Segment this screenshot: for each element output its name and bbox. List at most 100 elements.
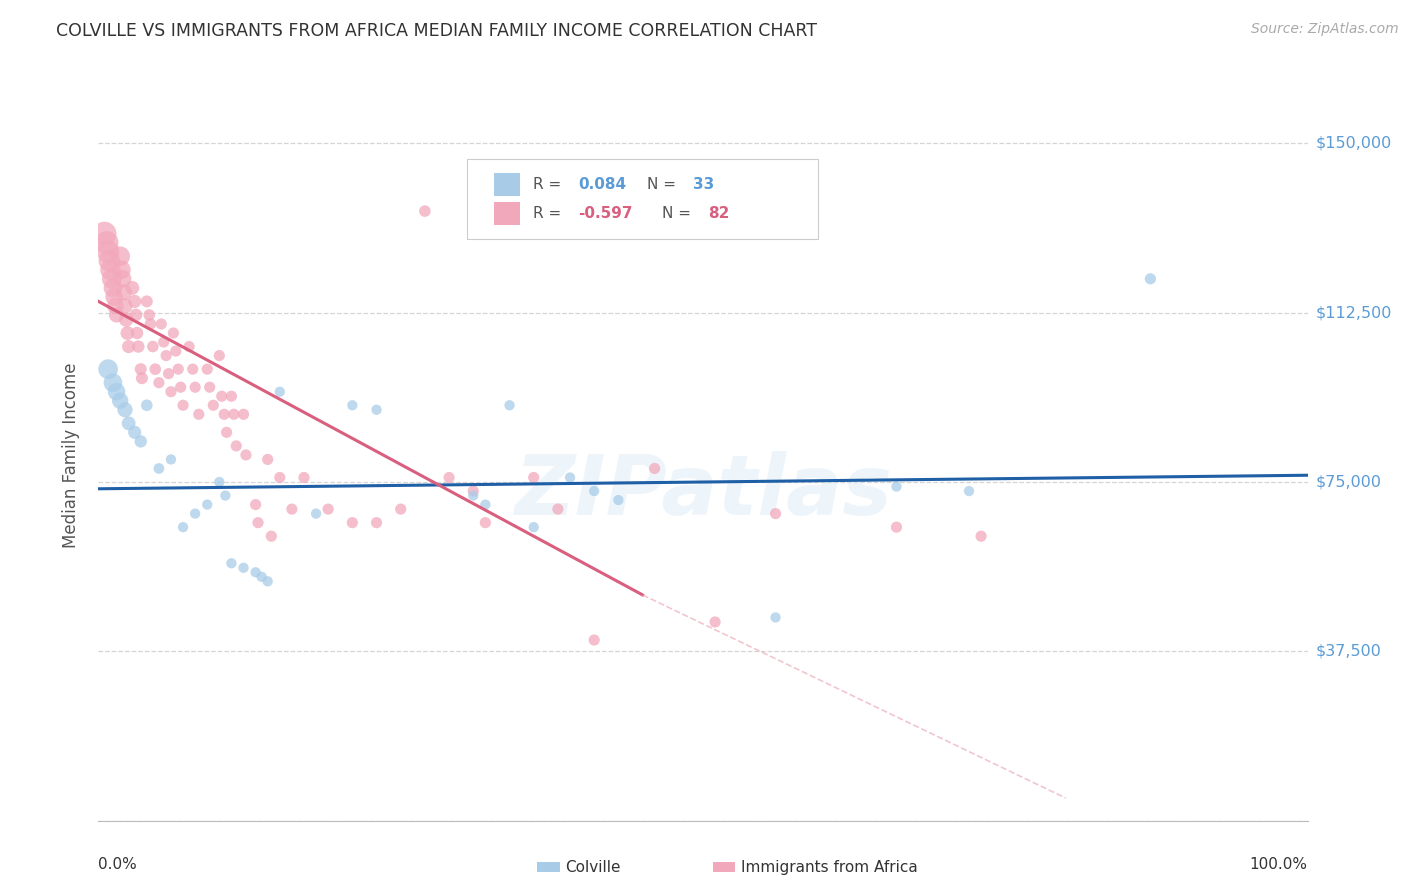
Point bbox=[148, 461, 170, 475]
Point bbox=[117, 326, 139, 340]
Text: N =: N = bbox=[662, 206, 696, 221]
Point bbox=[124, 425, 146, 440]
Point bbox=[366, 516, 388, 530]
Point bbox=[104, 299, 127, 313]
Point bbox=[281, 502, 304, 516]
Point bbox=[212, 407, 235, 421]
Point bbox=[547, 502, 569, 516]
Text: Colville: Colville bbox=[565, 860, 620, 874]
Text: $112,500: $112,500 bbox=[1316, 305, 1392, 320]
Text: Immigrants from Africa: Immigrants from Africa bbox=[741, 860, 918, 874]
Point bbox=[139, 317, 162, 331]
Point bbox=[165, 344, 187, 359]
Text: 100.0%: 100.0% bbox=[1250, 857, 1308, 872]
Point bbox=[129, 362, 152, 376]
Text: 0.0%: 0.0% bbox=[98, 857, 138, 872]
Point bbox=[1139, 272, 1161, 286]
Point bbox=[160, 452, 183, 467]
Point bbox=[342, 398, 364, 412]
Point bbox=[162, 326, 184, 340]
Point bbox=[101, 281, 124, 295]
Bar bbox=[494, 173, 520, 196]
Point bbox=[150, 317, 173, 331]
Point bbox=[583, 633, 606, 648]
Point bbox=[160, 384, 183, 399]
Point bbox=[135, 398, 157, 412]
Point bbox=[184, 380, 207, 394]
Point bbox=[172, 398, 194, 412]
Point bbox=[886, 520, 908, 534]
Point bbox=[607, 493, 630, 508]
Point bbox=[765, 507, 787, 521]
Text: COLVILLE VS IMMIGRANTS FROM AFRICA MEDIAN FAMILY INCOME CORRELATION CHART: COLVILLE VS IMMIGRANTS FROM AFRICA MEDIA… bbox=[56, 22, 817, 40]
Point bbox=[389, 502, 412, 516]
Point bbox=[765, 610, 787, 624]
Text: 82: 82 bbox=[707, 206, 730, 221]
Point bbox=[121, 281, 143, 295]
Point bbox=[172, 520, 194, 534]
Point bbox=[970, 529, 993, 543]
Point bbox=[118, 417, 141, 431]
Point bbox=[245, 498, 267, 512]
Point bbox=[269, 384, 291, 399]
Point bbox=[101, 376, 124, 390]
Text: R =: R = bbox=[533, 206, 565, 221]
Point bbox=[269, 470, 291, 484]
Point bbox=[181, 362, 204, 376]
Point bbox=[118, 340, 141, 354]
Point bbox=[211, 389, 233, 403]
Point bbox=[202, 398, 225, 412]
Point bbox=[112, 285, 135, 300]
Point bbox=[114, 402, 136, 417]
Point bbox=[125, 308, 148, 322]
Point bbox=[127, 340, 149, 354]
Text: R =: R = bbox=[533, 177, 565, 192]
Point bbox=[105, 308, 128, 322]
Point bbox=[245, 566, 267, 580]
Point bbox=[221, 556, 243, 570]
Point bbox=[498, 398, 520, 412]
Text: 0.084: 0.084 bbox=[578, 177, 627, 192]
Point bbox=[93, 227, 115, 241]
Point bbox=[108, 249, 131, 263]
Point bbox=[129, 434, 152, 449]
Point bbox=[221, 389, 243, 403]
Point bbox=[157, 367, 180, 381]
Point bbox=[124, 294, 146, 309]
Point bbox=[98, 253, 121, 268]
Point bbox=[644, 461, 666, 475]
Point bbox=[97, 244, 120, 259]
Y-axis label: Median Family Income: Median Family Income bbox=[62, 362, 80, 548]
Point bbox=[704, 615, 727, 629]
Text: 33: 33 bbox=[693, 177, 714, 192]
Point bbox=[260, 529, 283, 543]
Point bbox=[215, 425, 238, 440]
Text: $150,000: $150,000 bbox=[1316, 136, 1392, 151]
Point bbox=[177, 340, 201, 354]
Point bbox=[342, 516, 364, 530]
Point bbox=[886, 479, 908, 493]
Point bbox=[103, 290, 125, 304]
Point bbox=[413, 204, 436, 219]
Point bbox=[115, 312, 138, 326]
Point bbox=[100, 262, 122, 277]
Point bbox=[463, 489, 485, 503]
Point bbox=[142, 340, 165, 354]
Point bbox=[184, 507, 207, 521]
Point bbox=[111, 272, 134, 286]
Point bbox=[256, 574, 278, 589]
Point bbox=[558, 470, 581, 484]
Point bbox=[131, 371, 153, 385]
Point bbox=[195, 498, 218, 512]
Point bbox=[232, 561, 254, 575]
Point bbox=[222, 407, 245, 421]
Point bbox=[463, 483, 485, 498]
Point bbox=[167, 362, 190, 376]
Point bbox=[97, 362, 120, 376]
Point bbox=[523, 520, 546, 534]
Point bbox=[583, 483, 606, 498]
Point bbox=[100, 272, 122, 286]
Point bbox=[114, 299, 136, 313]
Point bbox=[138, 308, 160, 322]
Point bbox=[195, 362, 218, 376]
